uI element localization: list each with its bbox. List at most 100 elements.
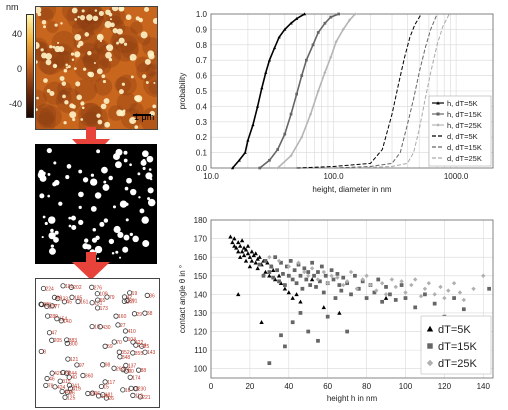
droplet-number-label: 16 [125,388,131,394]
data-point [432,292,437,297]
afm-droplet [125,14,132,21]
labeled-droplet [102,379,108,385]
afm-droplet [87,71,92,77]
data-point [345,329,350,334]
y-tick-label: 0.8 [196,41,208,50]
binary-droplet [142,166,146,170]
binary-droplet [47,194,51,198]
labeled-droplet [127,374,133,380]
droplet-number-label: 63 [65,371,71,377]
labeled-droplet [59,388,65,395]
data-point [311,43,315,47]
binary-droplet [126,177,132,184]
afm-droplet [63,68,68,73]
droplet-number-label: 77 [54,304,60,310]
data-point [259,320,264,324]
binary-droplet [53,179,60,186]
droplet-number-label: 221 [142,395,151,401]
afm-droplet [52,63,58,69]
y-tick-label: 0.5 [196,87,208,96]
binary-droplet [78,219,84,226]
afm-droplet [81,9,85,13]
binary-droplet [112,205,117,209]
data-point [241,253,247,258]
binary-droplet [65,175,70,180]
data-point [232,243,237,248]
labeled-droplet [46,330,53,336]
labeled-droplet [66,382,73,388]
afm-droplet [87,50,92,56]
data-point [272,46,277,50]
labeled-droplet [98,383,105,390]
afm-droplet [76,94,82,101]
y-tick-label: 0.0 [196,164,208,173]
scale-bar-text: 1 μm [134,112,155,122]
data-point [353,273,357,278]
labeled-droplet [63,370,70,376]
binary-droplet [123,150,128,155]
droplet-number-label: 224 [45,286,54,292]
binary-droplet [39,175,47,182]
x-tick-label: 40 [284,382,293,391]
afm-droplet [67,65,71,69]
afm-dark-patch [108,105,124,121]
labeled-droplet [95,393,102,399]
labeled-droplet [52,384,58,390]
binary-droplet [42,215,46,219]
data-point [329,273,334,278]
labeled-droplet [89,300,95,306]
data-point [329,268,334,273]
data-point [264,70,268,74]
data-point [305,58,308,62]
binary-droplet [78,169,83,174]
binary-droplet [142,150,149,158]
afm-dark-patch [36,107,56,129]
data-point [354,286,360,291]
binary-droplet [85,244,92,250]
afm-droplet [144,7,150,12]
labeled-droplet [64,340,70,346]
droplet-number-label: 112 [135,393,143,399]
labeled-droplet [89,390,96,396]
data-point [255,266,260,271]
labeled-droplet [139,343,145,349]
data-point [298,273,303,278]
data-point [337,310,342,315]
data-point [334,40,338,44]
y-tick-label: 0.1 [196,149,208,158]
data-point [268,158,271,162]
labeled-droplet [80,372,86,379]
data-point [271,267,276,272]
data-point [399,279,404,284]
afm-droplet [134,95,141,102]
data-point [294,292,299,297]
data-point [384,285,388,289]
data-point [316,270,320,274]
data-point [246,138,250,142]
afm-dark-patch [143,71,157,98]
binary-droplet [53,236,59,243]
droplet-number-label: 25 [144,344,150,350]
afm-dark-patch [142,37,157,57]
x-tick-label: 140 [477,382,491,391]
data-point [446,288,451,293]
data-point [339,288,344,293]
labeled-droplet [115,322,121,328]
data-point [237,254,243,259]
data-point [275,268,279,273]
afm-droplet [111,7,119,12]
afm-droplet [71,58,75,61]
binary-droplet [99,221,105,227]
afm-droplet [74,67,77,70]
data-point [426,281,432,286]
afm-droplet [94,9,98,12]
afm-droplet [135,16,140,21]
droplet-number-label: 247 [126,299,135,305]
data-point [442,295,447,301]
binary-droplet [68,216,72,220]
binary-droplet [108,175,113,181]
arrow-shaft [86,127,96,141]
down-arrow-icon-2 [72,252,110,280]
binary-droplet [115,250,119,254]
data-point [432,301,437,306]
